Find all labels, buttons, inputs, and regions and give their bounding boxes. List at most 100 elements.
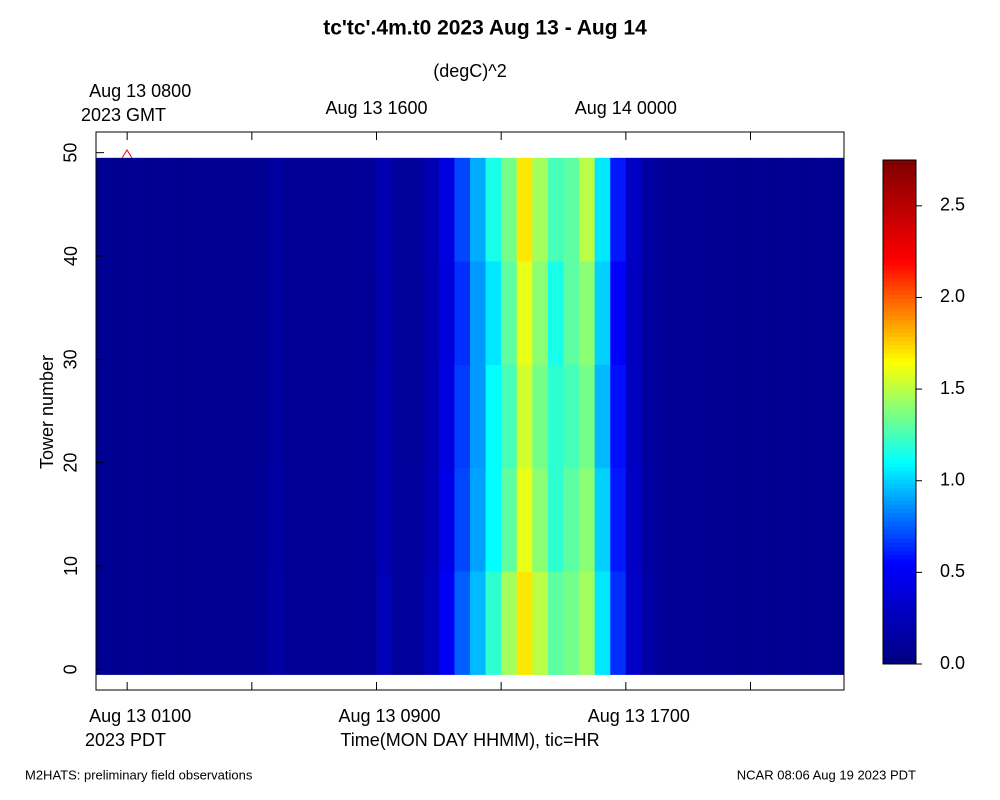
colorbar-step bbox=[883, 487, 916, 493]
colorbar-step bbox=[883, 302, 916, 308]
colorbar-step bbox=[883, 298, 916, 304]
colorbar-step bbox=[883, 554, 916, 560]
heat-cell bbox=[641, 261, 658, 365]
heat-cell bbox=[189, 467, 206, 572]
heat-cell bbox=[220, 364, 237, 469]
heat-cell bbox=[766, 467, 783, 572]
colorbar-step bbox=[883, 323, 916, 329]
colorbar-step bbox=[883, 592, 916, 598]
colorbar-step bbox=[883, 643, 916, 648]
colorbar-step bbox=[883, 391, 916, 396]
colorbar-step bbox=[883, 517, 916, 522]
colorbar-step bbox=[883, 328, 916, 333]
colorbar-step bbox=[883, 218, 916, 224]
heat-cell bbox=[781, 364, 798, 469]
heat-cell bbox=[142, 261, 159, 365]
colorbar-step bbox=[883, 344, 916, 350]
colorbar-step bbox=[883, 206, 916, 211]
heat-cell bbox=[345, 261, 362, 365]
heat-cell bbox=[625, 364, 642, 469]
colorbar-step bbox=[883, 349, 916, 354]
heat-cell bbox=[516, 571, 533, 675]
heat-cell bbox=[220, 157, 237, 262]
heat-cell bbox=[173, 571, 190, 675]
heat-cell bbox=[314, 364, 331, 469]
heat-cell bbox=[734, 157, 751, 262]
colorbar-step bbox=[883, 575, 916, 581]
colorbar-step bbox=[883, 496, 916, 501]
heat-cell bbox=[407, 157, 424, 262]
heat-cell bbox=[719, 467, 736, 572]
colorbar-step bbox=[883, 546, 916, 552]
colorbar-step bbox=[883, 202, 916, 207]
colorbar-step bbox=[883, 239, 916, 245]
heat-cell bbox=[781, 571, 798, 675]
heat-cell bbox=[485, 467, 502, 572]
heat-cell bbox=[781, 467, 798, 572]
y-tick-label: 20 bbox=[61, 453, 81, 473]
heat-cell bbox=[703, 157, 720, 262]
heat-cell bbox=[173, 157, 190, 262]
colorbar-step bbox=[883, 286, 916, 291]
heat-cell bbox=[812, 157, 829, 262]
colorbar-step bbox=[883, 374, 916, 379]
heat-cell bbox=[251, 467, 268, 572]
heat-cell bbox=[532, 364, 549, 469]
heat-cell bbox=[127, 364, 144, 469]
heat-cell bbox=[672, 261, 689, 365]
heat-cell bbox=[158, 467, 175, 572]
heat-cell bbox=[454, 467, 471, 572]
heat-cell bbox=[563, 571, 580, 675]
colorbar-step bbox=[883, 176, 916, 182]
colorbar-step bbox=[883, 521, 916, 526]
heat-cell bbox=[703, 261, 720, 365]
colorbar-step bbox=[883, 181, 916, 186]
heat-cell bbox=[376, 157, 393, 262]
heat-cell bbox=[470, 157, 486, 262]
heat-cell bbox=[96, 467, 112, 572]
x-axis-label: Time(MON DAY HHMM), tic=HR bbox=[340, 730, 599, 750]
colorbar-tick-label: 1.0 bbox=[940, 469, 965, 489]
heat-cell bbox=[314, 157, 331, 262]
heat-cell bbox=[657, 261, 673, 365]
heat-cell bbox=[766, 157, 783, 262]
heat-cell bbox=[96, 571, 112, 675]
heat-cell bbox=[703, 571, 720, 675]
heat-cell bbox=[189, 157, 206, 262]
heat-cell bbox=[547, 261, 564, 365]
heatmap bbox=[96, 157, 845, 675]
heat-cell bbox=[438, 571, 455, 675]
colorbar-step bbox=[883, 420, 916, 426]
colorbar-step bbox=[883, 651, 916, 657]
heat-cell bbox=[267, 157, 284, 262]
heat-cell bbox=[329, 364, 346, 469]
heat-cell bbox=[96, 261, 112, 365]
heat-cell bbox=[812, 261, 829, 365]
heat-cell bbox=[236, 571, 253, 675]
heat-cell bbox=[329, 157, 346, 262]
heat-cell bbox=[454, 571, 471, 675]
colorbar-step bbox=[883, 567, 916, 573]
heat-cell bbox=[501, 261, 518, 365]
colorbar-tick-label: 2.5 bbox=[940, 195, 965, 215]
colorbar-step bbox=[883, 416, 916, 421]
heat-cell bbox=[766, 261, 783, 365]
footer-right: NCAR 08:06 Aug 19 2023 PDT bbox=[737, 767, 916, 782]
heat-cell bbox=[797, 157, 814, 262]
colorbar-step bbox=[883, 214, 916, 220]
colorbar-step bbox=[883, 563, 916, 568]
marker bbox=[121, 149, 133, 159]
colorbar-step bbox=[883, 466, 916, 472]
colorbar-step bbox=[883, 647, 916, 652]
colorbar-step bbox=[883, 441, 916, 447]
heat-cell bbox=[532, 157, 549, 262]
colorbar-step bbox=[883, 269, 916, 274]
heat-cell bbox=[392, 571, 409, 675]
heat-cell bbox=[158, 157, 175, 262]
colorbar-tick-label: 2.0 bbox=[940, 286, 965, 306]
heat-cell bbox=[407, 364, 424, 469]
heat-cell bbox=[392, 261, 409, 365]
colorbar-step bbox=[883, 395, 916, 400]
colorbar-step bbox=[883, 504, 916, 510]
colorbar-step bbox=[883, 290, 916, 295]
